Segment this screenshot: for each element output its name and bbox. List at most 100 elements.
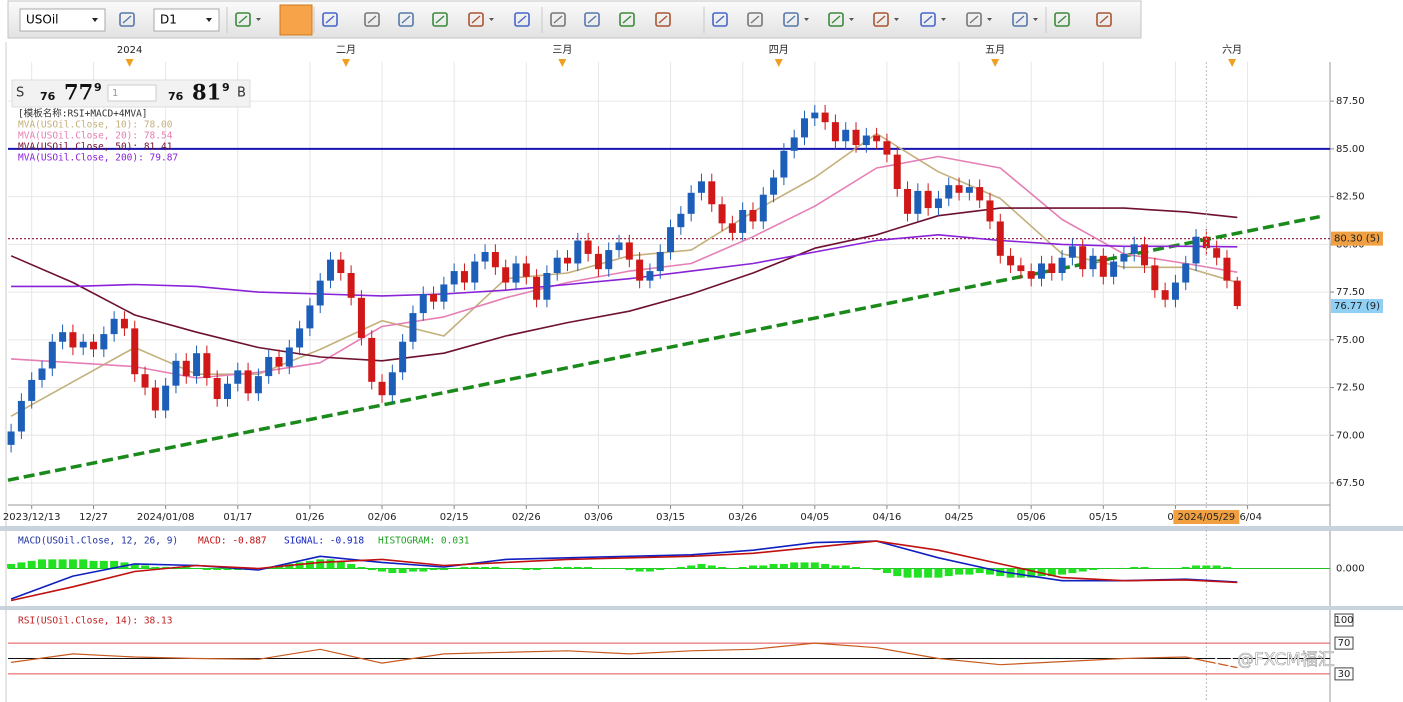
histogram-bar [656, 568, 665, 571]
quote-box: S 76 77 9 1 76 81 9 B [11, 79, 251, 108]
histogram-bar [821, 563, 830, 569]
tool-icon-detail [517, 15, 527, 24]
macd-title: MACD(USOil.Close, 12, 26, 9) [18, 536, 178, 547]
candle-body [821, 112, 829, 123]
candle-body [430, 294, 438, 302]
tool-icon[interactable] [920, 12, 936, 27]
dropdown-arrow [987, 18, 992, 21]
tool-icon[interactable] [119, 12, 135, 27]
buy-price[interactable]: 81 [192, 80, 221, 105]
tool-icon[interactable] [747, 12, 763, 27]
tool-icon[interactable] [655, 12, 671, 27]
tool-icon-detail [786, 15, 796, 24]
histogram-bar [58, 559, 67, 569]
histogram-bar [79, 559, 88, 569]
histogram-bar [625, 568, 634, 571]
tool-icon[interactable] [619, 12, 635, 27]
month-marker [125, 59, 134, 67]
tool-icon-detail [923, 15, 933, 24]
tool-icon-detail [325, 15, 335, 24]
sell-big-figure[interactable]: 76 [40, 90, 56, 103]
histogram-bar [882, 568, 891, 574]
candle-body [697, 181, 705, 193]
histogram-bar [1161, 568, 1170, 569]
tool-icon[interactable] [432, 12, 448, 27]
x-tick-label: 05/15 [1089, 512, 1118, 523]
candle-body [368, 337, 376, 382]
month-marker [991, 59, 1000, 67]
histogram-bar [1130, 566, 1139, 569]
sell-pip[interactable]: 9 [94, 81, 102, 94]
candle-body [543, 272, 551, 300]
amount-input[interactable] [107, 84, 157, 102]
candle-body [965, 187, 973, 193]
candle-body [976, 187, 984, 201]
candle-body [213, 378, 221, 400]
tool-icon[interactable] [468, 12, 484, 27]
candle-body [996, 221, 1004, 256]
histogram-bar [1212, 565, 1221, 569]
tool-icon[interactable] [1054, 12, 1070, 27]
rsi-title: RSI(USOil.Close, 14): 38.13 [18, 616, 172, 627]
tool-icon-detail [471, 15, 481, 24]
histogram-bar [336, 560, 345, 569]
histogram-bar [996, 568, 1005, 577]
candle-body [450, 271, 458, 285]
tool-icon[interactable] [550, 12, 566, 27]
histogram-bar [182, 566, 191, 569]
candle-body [1079, 246, 1087, 270]
tool-icon[interactable] [235, 12, 251, 27]
candle-body [1233, 280, 1241, 307]
tool-icon[interactable] [783, 12, 799, 27]
tool-icon[interactable] [322, 12, 338, 27]
tool-icon[interactable] [364, 12, 380, 27]
candle-body [172, 360, 180, 386]
candle-body [1223, 257, 1231, 281]
tool-icon[interactable] [1096, 12, 1112, 27]
y-tick-box [1334, 636, 1354, 650]
candle-body [1110, 261, 1118, 277]
month-label: 六月 [1222, 44, 1242, 56]
tool-icon[interactable] [966, 12, 982, 27]
dropdown-arrow [1033, 18, 1038, 21]
moving-average-line [11, 234, 1238, 297]
candle-body [460, 271, 468, 283]
histogram-bar [89, 560, 98, 569]
candle-body [17, 400, 25, 432]
candle-body [7, 431, 15, 445]
candle-body [1089, 255, 1097, 270]
histogram-bar [1047, 568, 1056, 577]
buy-big-figure[interactable]: 76 [168, 90, 184, 103]
buy-pip[interactable]: 9 [222, 81, 230, 94]
candle-body [306, 305, 314, 329]
tool-icon[interactable] [828, 12, 844, 27]
tool-icon[interactable] [398, 12, 414, 27]
histogram-bar [192, 568, 201, 569]
month-marker [1228, 59, 1237, 67]
tool-icon[interactable] [514, 12, 530, 27]
dropdown-arrow [804, 18, 809, 21]
symbol-select[interactable] [19, 8, 106, 32]
histogram-bar [110, 560, 119, 569]
histogram-bar [615, 568, 624, 569]
tool-icon[interactable] [712, 12, 728, 27]
candle-body [38, 368, 46, 380]
x-tick-label: 04/05 [800, 512, 829, 523]
histogram-bar [728, 568, 737, 569]
sell-price[interactable]: 77 [64, 80, 93, 105]
tool-icon-detail [435, 15, 445, 24]
tool-icon[interactable] [1012, 12, 1028, 27]
histogram-bar [769, 563, 778, 569]
histogram-bar [955, 568, 964, 575]
candle-body [48, 341, 56, 369]
tool-icon[interactable] [873, 12, 889, 27]
x-tick-label: 05/06 [1017, 512, 1046, 523]
histogram-bar [408, 568, 417, 572]
candle-body [337, 259, 345, 273]
tool-icon[interactable] [584, 12, 600, 27]
bid-button[interactable] [279, 4, 313, 36]
timeframe-select[interactable] [153, 8, 220, 32]
histogram-bar [1058, 568, 1067, 575]
histogram-bar [491, 566, 500, 569]
tool-icon-detail [1015, 15, 1025, 24]
